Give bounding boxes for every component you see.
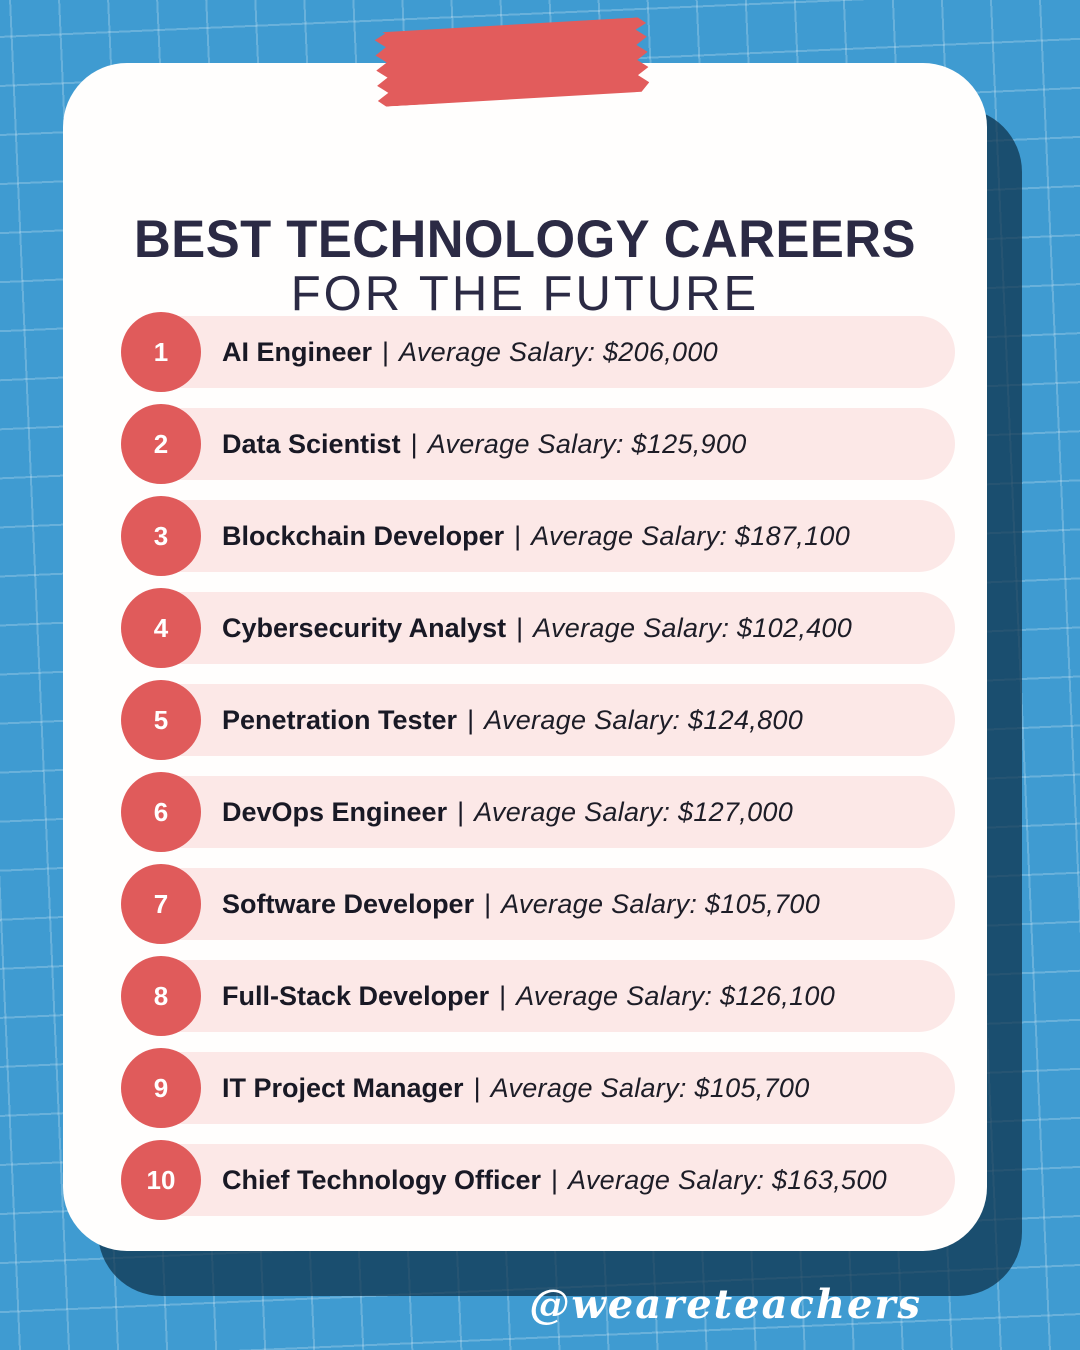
- page-title: BEST TECHNOLOGY CAREERS: [134, 210, 916, 269]
- career-pill: IT Project Manager | Average Salary: $10…: [141, 1052, 955, 1124]
- rank-badge: 3: [121, 496, 201, 576]
- salary-text: Average Salary: $126,100: [516, 980, 836, 1011]
- career-name: AI Engineer: [222, 336, 373, 367]
- career-row-7: 7 Software Developer | Average Salary: $…: [121, 864, 955, 944]
- career-pill: DevOps Engineer | Average Salary: $127,0…: [141, 776, 955, 848]
- separator: |: [514, 520, 522, 551]
- separator: |: [484, 888, 492, 919]
- career-pill: Blockchain Developer | Average Salary: $…: [141, 500, 955, 572]
- separator: |: [551, 1164, 559, 1195]
- career-row-10: 10 Chief Technology Officer | Average Sa…: [121, 1140, 955, 1220]
- career-pill: Penetration Tester | Average Salary: $12…: [141, 684, 955, 756]
- career-row-4: 4 Cybersecurity Analyst | Average Salary…: [121, 588, 955, 668]
- salary-text: Average Salary: $102,400: [533, 612, 853, 643]
- rank-badge: 10: [121, 1140, 201, 1220]
- salary-text: Average Salary: $163,500: [568, 1164, 887, 1195]
- rank-badge: 5: [121, 680, 201, 760]
- career-name: Chief Technology Officer: [222, 1164, 542, 1195]
- career-name: Penetration Tester: [222, 704, 458, 735]
- separator: |: [499, 980, 507, 1011]
- salary-text: Average Salary: $187,100: [531, 520, 851, 551]
- career-name: DevOps Engineer: [222, 796, 448, 827]
- career-pill: Cybersecurity Analyst | Average Salary: …: [141, 592, 955, 664]
- separator: |: [473, 1072, 481, 1103]
- career-name: IT Project Manager: [222, 1072, 464, 1103]
- career-row-6: 6 DevOps Engineer | Average Salary: $127…: [121, 772, 955, 852]
- career-name: Data Scientist: [222, 428, 401, 459]
- separator: |: [467, 704, 475, 735]
- career-pill: Data Scientist | Average Salary: $125,90…: [141, 408, 955, 480]
- career-name: Full-Stack Developer: [222, 980, 490, 1011]
- salary-text: Average Salary: $206,000: [399, 336, 718, 367]
- career-row-1: 1 AI Engineer | Average Salary: $206,000: [121, 312, 955, 392]
- rank-badge: 6: [121, 772, 201, 852]
- rank-badge: 9: [121, 1048, 201, 1128]
- rank-badge: 7: [121, 864, 201, 944]
- career-pill: Software Developer | Average Salary: $10…: [141, 868, 955, 940]
- career-pill: AI Engineer | Average Salary: $206,000: [141, 316, 955, 388]
- separator: |: [516, 612, 524, 643]
- career-name: Software Developer: [222, 888, 475, 919]
- page-subtitle: FOR THE FUTURE: [290, 267, 760, 321]
- rank-badge: 4: [121, 588, 201, 668]
- career-row-2: 2 Data Scientist | Average Salary: $125,…: [121, 404, 955, 484]
- rank-badge: 2: [121, 404, 201, 484]
- career-row-5: 5 Penetration Tester | Average Salary: $…: [121, 680, 955, 760]
- salary-text: Average Salary: $124,800: [484, 704, 804, 735]
- separator: |: [410, 428, 418, 459]
- career-name: Blockchain Developer: [222, 520, 505, 551]
- career-row-3: 3 Blockchain Developer | Average Salary:…: [121, 496, 955, 576]
- career-pill: Chief Technology Officer | Average Salar…: [141, 1144, 955, 1216]
- rank-badge: 8: [121, 956, 201, 1036]
- career-list: 1 AI Engineer | Average Salary: $206,000…: [121, 312, 955, 1232]
- career-row-9: 9 IT Project Manager | Average Salary: $…: [121, 1048, 955, 1128]
- infographic-card: BEST TECHNOLOGY CAREERS FOR THE FUTURE 1…: [63, 63, 987, 1251]
- career-pill: Full-Stack Developer | Average Salary: $…: [141, 960, 955, 1032]
- salary-text: Average Salary: $127,000: [474, 796, 794, 827]
- tape-decoration: [374, 17, 650, 107]
- salary-text: Average Salary: $125,900: [427, 428, 747, 459]
- watermark-handle: @weareteachers: [529, 1281, 922, 1328]
- career-name: Cybersecurity Analyst: [222, 612, 507, 643]
- salary-text: Average Salary: $105,700: [490, 1072, 810, 1103]
- rank-badge: 1: [121, 312, 201, 392]
- salary-text: Average Salary: $105,700: [501, 888, 821, 919]
- career-row-8: 8 Full-Stack Developer | Average Salary:…: [121, 956, 955, 1036]
- separator: |: [382, 336, 390, 367]
- separator: |: [457, 796, 465, 827]
